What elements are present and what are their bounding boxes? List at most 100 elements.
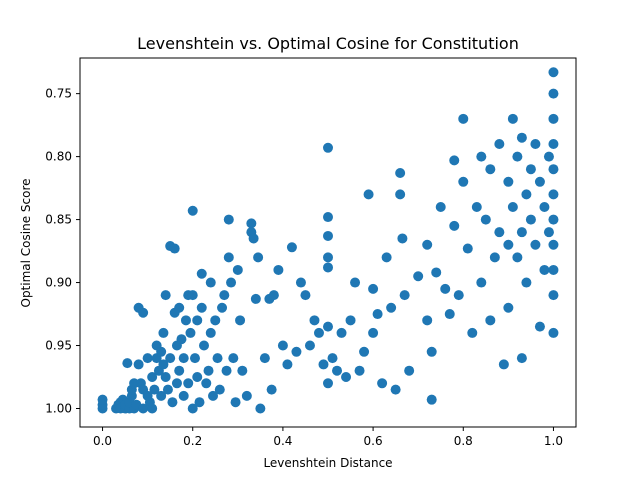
data-point bbox=[237, 365, 248, 376]
data-point bbox=[494, 227, 505, 238]
data-point bbox=[435, 201, 446, 212]
data-point bbox=[449, 155, 460, 166]
data-point bbox=[248, 233, 259, 244]
data-point bbox=[548, 189, 559, 200]
data-point bbox=[178, 353, 189, 364]
data-point bbox=[323, 252, 333, 263]
data-point bbox=[521, 277, 532, 288]
data-point bbox=[516, 353, 527, 364]
data-point bbox=[187, 403, 198, 414]
y-tick-label: 0.80 bbox=[45, 150, 72, 164]
data-point bbox=[291, 346, 302, 357]
data-point bbox=[462, 243, 473, 254]
data-point bbox=[521, 189, 532, 200]
data-point bbox=[304, 340, 315, 351]
data-point bbox=[368, 283, 379, 294]
data-point bbox=[480, 214, 491, 225]
y-axis-ticks: 0.75 0.80 0.85 0.90 0.95 1.00 bbox=[45, 87, 80, 415]
data-point bbox=[282, 359, 293, 370]
data-point bbox=[180, 315, 191, 326]
x-axis-label: Levenshtein Distance bbox=[263, 456, 392, 470]
data-point bbox=[174, 365, 185, 376]
data-point bbox=[185, 327, 196, 338]
data-point bbox=[300, 290, 311, 301]
data-point bbox=[543, 151, 554, 162]
y-tick-label: 0.85 bbox=[45, 213, 72, 227]
data-point bbox=[133, 359, 144, 370]
data-point bbox=[241, 390, 252, 401]
data-point bbox=[386, 302, 397, 313]
y-axis-label: Optimal Cosine Score bbox=[19, 178, 33, 307]
data-point bbox=[97, 394, 108, 405]
data-point bbox=[210, 315, 221, 326]
data-point bbox=[404, 365, 415, 376]
x-tick-label: 0.2 bbox=[183, 434, 202, 448]
data-point bbox=[323, 212, 333, 223]
plot-frame bbox=[79, 57, 577, 428]
y-tick-label: 0.90 bbox=[45, 276, 72, 290]
data-point bbox=[178, 390, 189, 401]
data-point bbox=[489, 252, 500, 263]
data-point bbox=[201, 378, 212, 389]
data-point bbox=[208, 390, 219, 401]
data-point bbox=[397, 233, 408, 244]
data-point bbox=[323, 262, 333, 273]
data-point bbox=[171, 378, 182, 389]
data-point bbox=[399, 290, 410, 301]
data-point bbox=[525, 214, 536, 225]
data-point bbox=[192, 372, 203, 382]
data-point bbox=[160, 290, 171, 301]
data-point bbox=[162, 384, 173, 395]
data-point bbox=[548, 88, 559, 99]
data-point bbox=[467, 327, 478, 338]
data-point bbox=[259, 353, 270, 364]
data-point bbox=[255, 403, 266, 414]
data-point bbox=[363, 189, 374, 200]
data-point bbox=[160, 372, 171, 382]
data-point bbox=[350, 277, 361, 288]
data-point bbox=[476, 277, 487, 288]
data-point bbox=[228, 353, 239, 364]
data-point bbox=[223, 214, 234, 225]
data-point bbox=[440, 283, 451, 294]
data-point bbox=[372, 309, 383, 320]
data-point bbox=[413, 271, 424, 282]
data-point bbox=[354, 365, 365, 376]
data-point bbox=[548, 67, 559, 78]
data-point bbox=[381, 252, 392, 263]
data-point bbox=[548, 239, 559, 250]
data-point bbox=[525, 164, 536, 175]
data-point bbox=[156, 346, 167, 357]
data-point bbox=[221, 365, 232, 376]
data-point bbox=[122, 358, 133, 369]
data-point bbox=[503, 176, 514, 187]
data-point bbox=[548, 113, 559, 124]
data-point bbox=[266, 384, 277, 395]
data-point bbox=[167, 397, 178, 408]
y-tick-label: 1.00 bbox=[45, 401, 72, 415]
data-point bbox=[395, 189, 406, 200]
data-point bbox=[534, 321, 545, 332]
data-point bbox=[512, 252, 523, 263]
data-point bbox=[485, 164, 496, 175]
data-point bbox=[149, 384, 160, 395]
data-point bbox=[341, 372, 352, 382]
data-point bbox=[174, 302, 185, 313]
data-point bbox=[158, 327, 169, 338]
data-point bbox=[431, 267, 442, 278]
data-points bbox=[97, 67, 559, 414]
data-point bbox=[183, 378, 194, 389]
data-point bbox=[246, 218, 257, 229]
data-point bbox=[165, 353, 176, 364]
data-point bbox=[390, 384, 401, 395]
data-point bbox=[313, 327, 324, 338]
x-tick-label: 1.0 bbox=[544, 434, 563, 448]
data-point bbox=[214, 384, 225, 395]
data-point bbox=[158, 359, 169, 370]
data-point bbox=[503, 239, 514, 250]
data-point bbox=[543, 227, 554, 238]
data-point bbox=[327, 353, 338, 364]
data-point bbox=[176, 334, 187, 345]
data-point bbox=[318, 359, 329, 370]
data-point bbox=[189, 353, 200, 364]
